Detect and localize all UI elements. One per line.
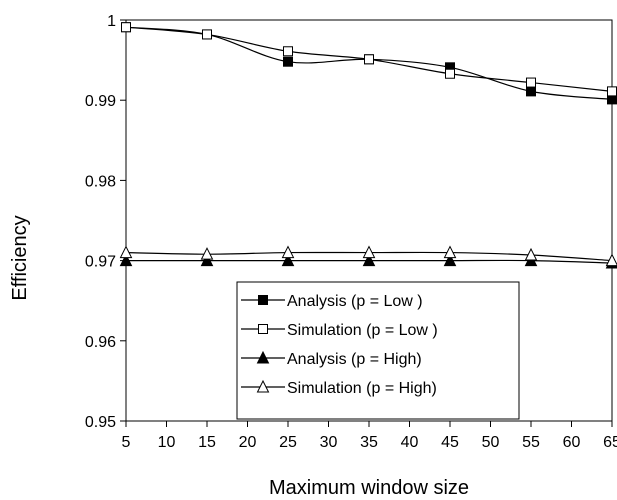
y-tick-label: 0.98 — [85, 173, 116, 190]
y-tick-label: 0.96 — [85, 334, 116, 351]
data-point — [443, 253, 457, 267]
data-point — [526, 86, 536, 97]
data-point — [121, 22, 131, 33]
legend-marker — [256, 350, 270, 364]
data-point — [202, 29, 212, 40]
x-tick-label: 65 — [603, 434, 617, 451]
data-point — [607, 86, 617, 97]
data-point — [362, 253, 376, 267]
legend-marker — [258, 324, 268, 334]
series-2 — [121, 22, 617, 97]
data-point — [119, 253, 133, 267]
legend-item: Analysis (p = Low ) — [241, 293, 423, 310]
data-point — [605, 253, 617, 267]
series-4 — [119, 245, 617, 267]
data-point — [200, 253, 214, 267]
data-point — [283, 46, 293, 57]
x-tick-label: 60 — [563, 434, 581, 451]
y-tick-label: 0.99 — [85, 93, 116, 110]
x-tick-label: 40 — [401, 434, 419, 451]
x-tick-label: 55 — [522, 434, 540, 451]
legend-label: Analysis (p = High) — [287, 351, 422, 368]
legend-label: Simulation (p = High) — [287, 380, 437, 397]
y-axis-label: Efficiency — [9, 215, 31, 300]
data-point — [281, 245, 295, 259]
legend-box — [236, 281, 520, 420]
x-tick-label: 30 — [320, 434, 338, 451]
data-point — [281, 253, 295, 267]
data-point — [119, 245, 133, 259]
x-tick-label: 45 — [441, 434, 459, 451]
x-axis-label: Maximum window size — [269, 477, 469, 499]
data-point — [445, 68, 455, 79]
x-tick-label: 5 — [122, 434, 131, 451]
data-point — [524, 247, 538, 261]
y-tick-label: 0.95 — [85, 414, 116, 431]
x-tick-label: 35 — [360, 434, 378, 451]
legend-item: Analysis (p = High) — [241, 350, 422, 368]
y-tick-label: 0.97 — [85, 254, 116, 271]
data-point — [362, 245, 376, 259]
legend-label: Analysis (p = Low ) — [287, 293, 423, 310]
data-point — [443, 245, 457, 259]
y-tick-label: 1 — [107, 13, 116, 30]
legend-marker — [256, 379, 270, 393]
x-tick-label: 50 — [482, 434, 500, 451]
legend-label: Simulation (p = Low ) — [287, 322, 438, 339]
data-point — [526, 77, 536, 88]
data-point — [283, 56, 293, 67]
data-point — [364, 54, 374, 65]
x-tick-label: 20 — [239, 434, 257, 451]
legend-item: Simulation (p = High) — [241, 379, 437, 397]
data-point — [200, 247, 214, 260]
legend-item: Simulation (p = Low ) — [241, 322, 438, 339]
legend-marker — [258, 295, 268, 305]
x-tick-label: 15 — [198, 434, 216, 451]
x-tick-label: 10 — [158, 434, 176, 451]
x-tick-label: 25 — [279, 434, 297, 451]
